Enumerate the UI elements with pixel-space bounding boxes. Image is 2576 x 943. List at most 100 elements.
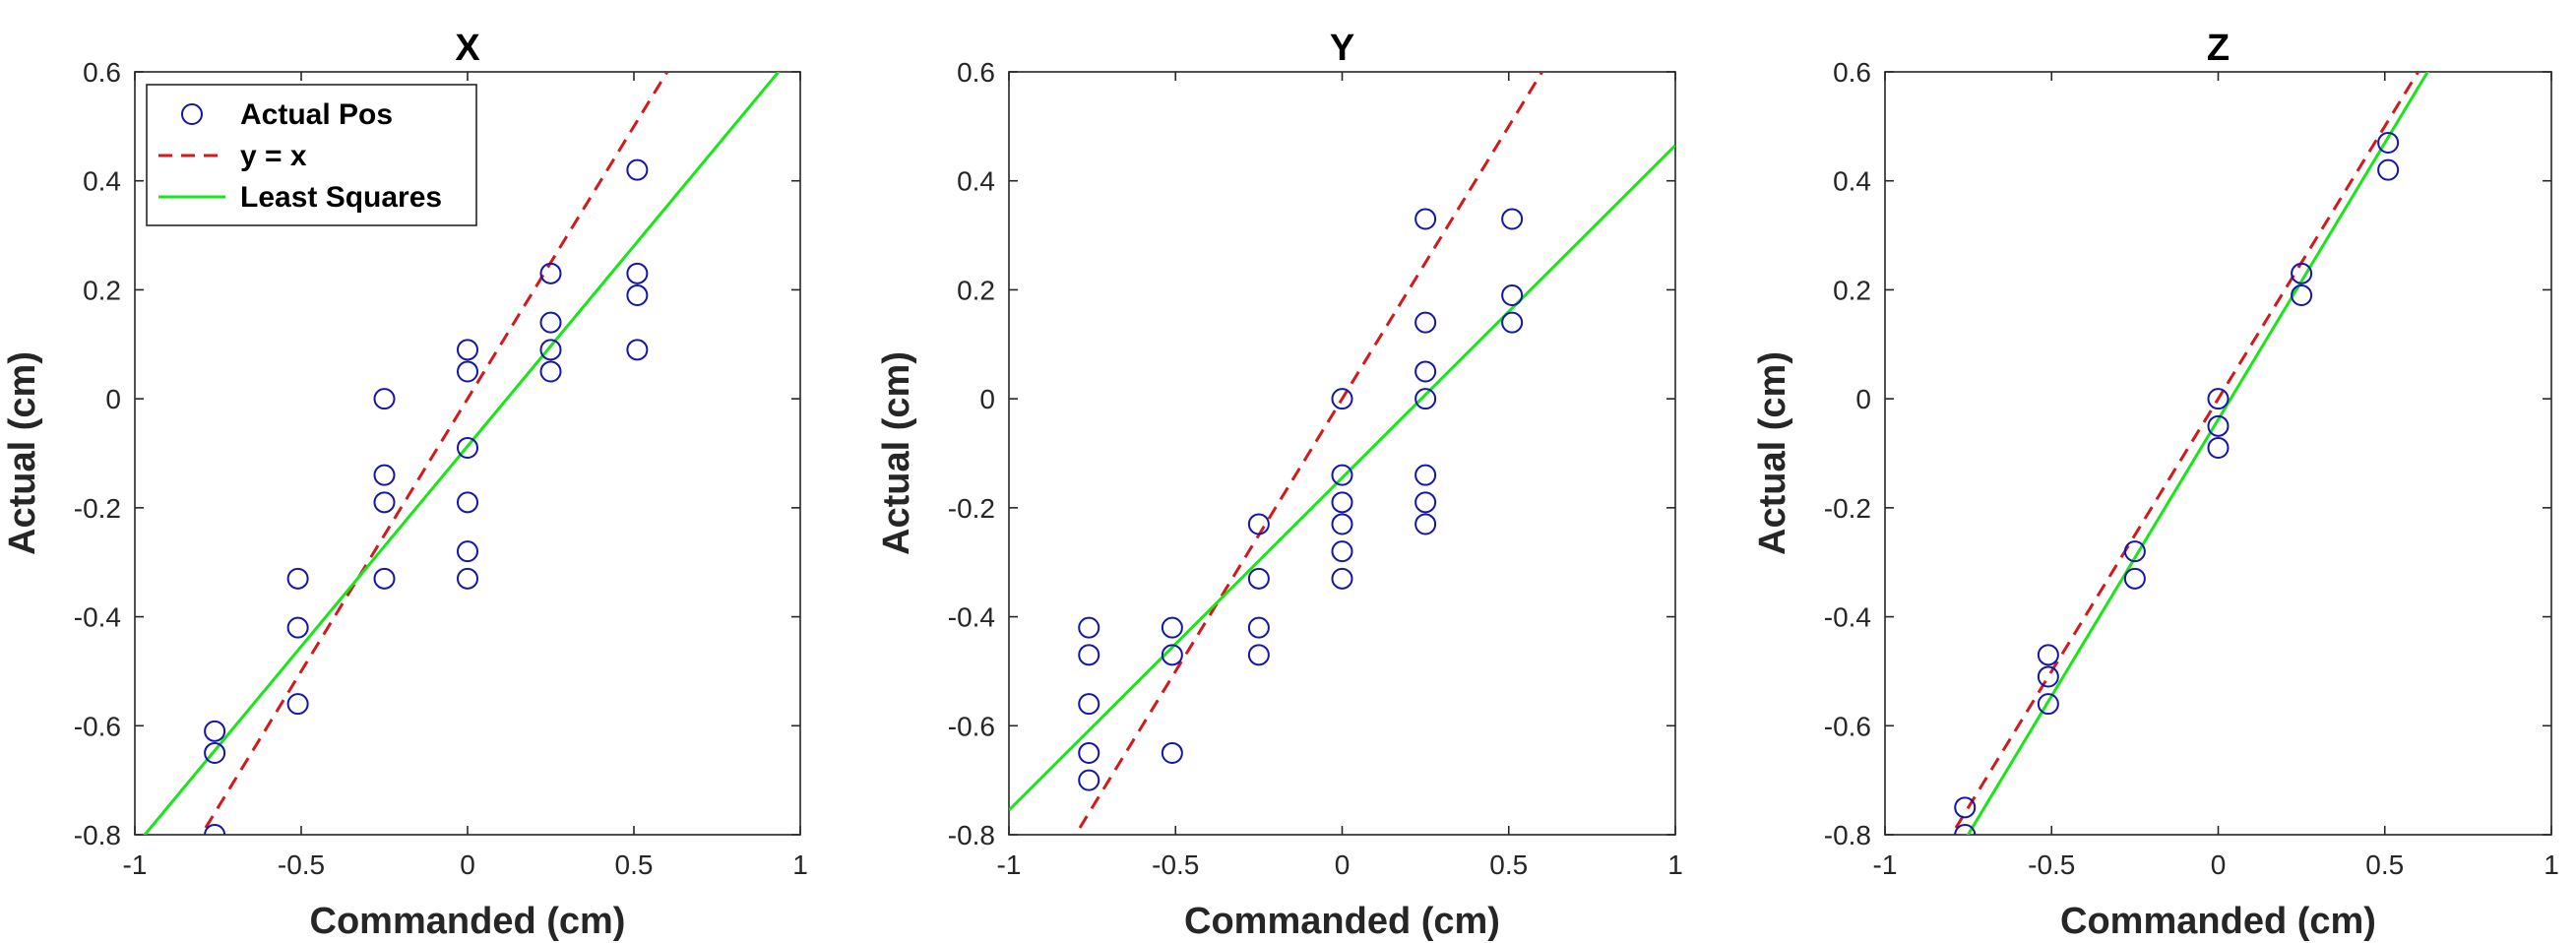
data-point xyxy=(1501,208,1524,230)
least-squares-line xyxy=(1966,72,2430,835)
data-point xyxy=(1414,464,1437,486)
data-point xyxy=(1414,311,1437,334)
y-tick-label: 0.6 xyxy=(1833,57,1871,88)
data-point xyxy=(2207,414,2230,437)
y-tick-label: 0.6 xyxy=(83,57,121,88)
data-point xyxy=(1331,567,1353,590)
x-axis-label: Commanded (cm) xyxy=(2060,901,2376,942)
least-squares-line xyxy=(143,72,781,835)
x-tick-label: -0.5 xyxy=(2028,849,2075,880)
data-point xyxy=(2207,388,2230,410)
data-point xyxy=(1331,464,1353,486)
panel-title: Z xyxy=(2207,28,2230,69)
data-point xyxy=(2037,644,2059,666)
x-tick-label: 0.5 xyxy=(1489,849,1528,880)
data-point xyxy=(457,540,478,563)
plot-area xyxy=(1009,72,1675,835)
legend-entry: Least Squares xyxy=(240,181,442,214)
data-point xyxy=(2037,693,2059,716)
data-point xyxy=(1331,388,1353,410)
data-point xyxy=(626,283,649,306)
legend-marker-icon xyxy=(181,103,203,125)
data-point xyxy=(457,491,478,514)
y-tick-label: 0 xyxy=(105,384,121,414)
data-point xyxy=(1954,796,1977,819)
y-axis-label: Actual (cm) xyxy=(1752,351,1793,555)
panel-y: -1 -0.5 0 0.5 1 -0.8 -0.6 -0.4 -0.2 0 0.2 0.4 0.6 Y Co… xyxy=(876,28,1683,942)
data-point xyxy=(204,720,226,742)
x-tick-label: 1 xyxy=(792,849,808,880)
y-tick-label: -0.6 xyxy=(1824,711,1871,741)
data-point xyxy=(1414,208,1437,230)
data-point xyxy=(1331,513,1353,535)
data-point xyxy=(1078,616,1100,639)
y-tick-label: -0.4 xyxy=(74,602,121,633)
y-axis-label: Actual (cm) xyxy=(876,351,917,555)
y-tick-label: 0.4 xyxy=(1833,166,1871,197)
data-point xyxy=(1501,283,1524,306)
data-point xyxy=(373,491,396,514)
data-point xyxy=(2291,283,2313,306)
data-point xyxy=(286,616,309,639)
data-point xyxy=(1247,644,1270,666)
data-point xyxy=(1414,513,1437,535)
data-point xyxy=(2123,540,2146,563)
y-tick-label: -0.6 xyxy=(74,711,121,741)
x-tick-label: 1 xyxy=(2544,849,2559,880)
data-point xyxy=(457,567,478,590)
y-tick-label: -0.2 xyxy=(74,493,121,524)
data-point xyxy=(539,262,562,284)
data-point xyxy=(1078,769,1100,791)
data-point xyxy=(286,693,309,716)
data-point xyxy=(1247,567,1270,590)
data-point xyxy=(1331,491,1353,514)
x-tick-label: -0.5 xyxy=(1152,849,1199,880)
x-tick-label: 0.5 xyxy=(2365,849,2404,880)
x-axis-label: Commanded (cm) xyxy=(310,901,626,942)
data-point xyxy=(539,311,562,334)
axes-box xyxy=(1008,71,1676,836)
y-tick-label: 0.6 xyxy=(957,57,995,88)
y-tick-label: -0.6 xyxy=(948,711,995,741)
legend-entry: y = x xyxy=(240,140,307,172)
identity-line xyxy=(199,72,669,835)
y-tick-label: 0 xyxy=(1855,384,1871,414)
data-point xyxy=(2037,665,2059,688)
x-tick-label: 0 xyxy=(2211,849,2227,880)
x-tick-label: -0.5 xyxy=(278,849,325,880)
data-point xyxy=(1078,644,1100,666)
identity-line xyxy=(1073,72,1544,835)
data-point xyxy=(1954,824,1977,835)
y-tick-label: 0 xyxy=(979,384,995,414)
x-tick-label: 1 xyxy=(1667,849,1683,880)
data-point xyxy=(1414,491,1437,514)
plot-area xyxy=(1949,72,2430,835)
axes-box xyxy=(1884,71,2552,836)
data-point xyxy=(1414,388,1437,410)
data-point xyxy=(1501,311,1524,334)
x-tick-label: -1 xyxy=(1873,849,1898,880)
y-tick-label: -0.8 xyxy=(948,820,995,850)
y-tick-label: -0.2 xyxy=(948,493,995,524)
panel-x: -1 -0.5 0 0.5 1 -0.8 -0.6 -0.4 -0.2 0 0.2 0.4 0.6 X Co… xyxy=(2,28,808,942)
y-tick-label: -0.8 xyxy=(1824,820,1871,850)
identity-line xyxy=(1949,72,2420,835)
data-point xyxy=(286,567,309,590)
y-tick-label: -0.4 xyxy=(948,602,995,633)
data-point xyxy=(1161,644,1183,666)
y-tick-label: -0.4 xyxy=(1824,602,1871,633)
data-point xyxy=(1247,616,1270,639)
data-point xyxy=(1161,616,1183,639)
data-point xyxy=(1414,360,1437,383)
data-point xyxy=(2207,436,2230,459)
data-point xyxy=(457,436,478,459)
x-tick-label: -1 xyxy=(997,849,1022,880)
data-point xyxy=(373,567,396,590)
panel-title: X xyxy=(455,28,480,69)
x-axis-label: Commanded (cm) xyxy=(1184,901,1500,942)
data-point xyxy=(626,339,649,361)
data-point xyxy=(1161,741,1183,764)
y-tick-label: 0.2 xyxy=(1833,275,1871,305)
data-point xyxy=(2377,131,2400,154)
